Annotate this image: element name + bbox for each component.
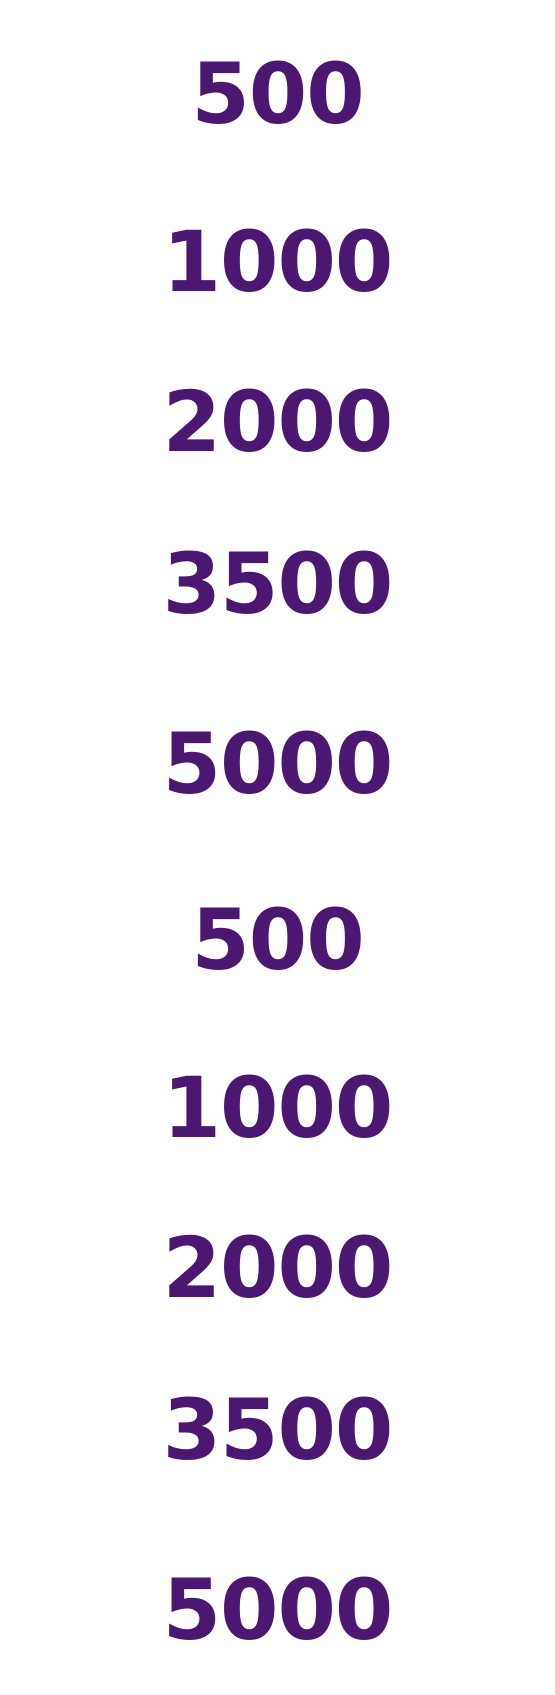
value-item: 1000 xyxy=(162,1059,394,1157)
value-item: 5000 xyxy=(162,1561,394,1659)
value-item: 3500 xyxy=(162,1381,394,1479)
value-item: 2000 xyxy=(162,373,394,471)
value-item: 1000 xyxy=(162,213,394,311)
value-item: 3500 xyxy=(162,535,394,633)
value-item: 500 xyxy=(191,45,364,143)
value-item: 2000 xyxy=(162,1219,394,1317)
value-item: 500 xyxy=(191,891,364,989)
value-item: 5000 xyxy=(162,715,394,813)
